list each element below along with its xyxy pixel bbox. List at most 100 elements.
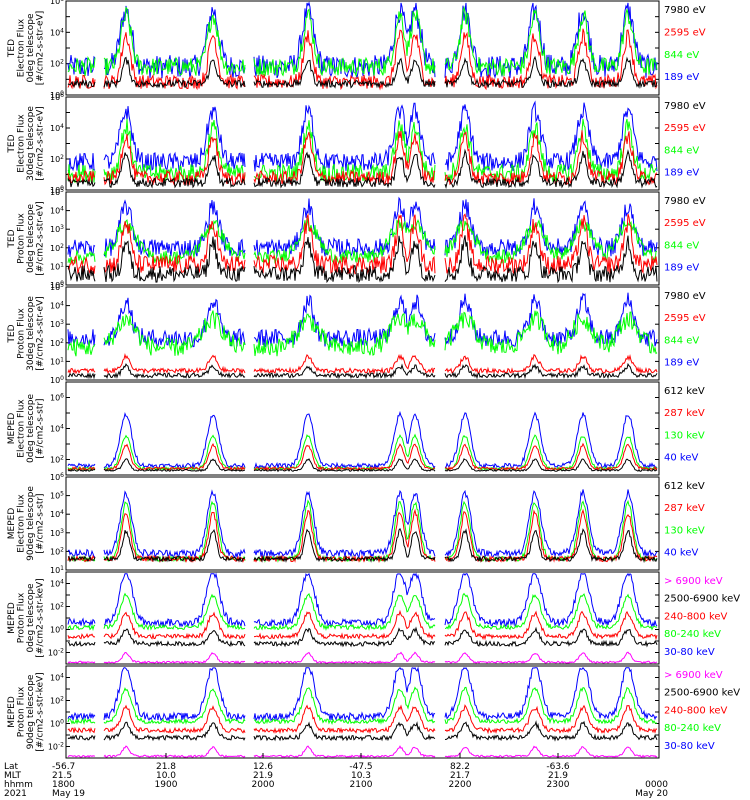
x-row-label: 2021 [4, 789, 27, 799]
x-tick-label: 2300 [547, 780, 570, 790]
series-trace [67, 5, 658, 78]
ytick-label: 100 [50, 90, 64, 100]
x-tick-label: 0000 [645, 780, 668, 790]
ytick-label: 101 [50, 261, 64, 271]
panel-8: 104 102 100 10-2 MEPED Proton Flux 90deg teles… [7, 665, 740, 759]
ytick-label: 102 [50, 338, 64, 348]
series-trace [67, 720, 658, 742]
series-trace [67, 362, 658, 380]
y-axis-label: 0deg telescope [26, 204, 36, 274]
panel-4: 105 104 103 102 101 100 TED Proton Flux 30deg te… [7, 282, 706, 385]
series-trace [67, 745, 658, 758]
ytick-label: 104 [50, 301, 64, 311]
ytick-label: 106 [50, 472, 64, 482]
x-tick-label: 10.0 [156, 771, 176, 781]
ytick-label: 100 [50, 719, 64, 729]
series-trace [67, 442, 658, 472]
ytick-label: 104 [50, 509, 64, 519]
series-trace [67, 592, 658, 632]
legend-entry: 189 eV [664, 262, 699, 273]
series-trace [67, 410, 658, 470]
series-trace [67, 458, 658, 473]
legend-entry: 80-240 keV [664, 723, 721, 734]
ytick-label: 100 [50, 280, 64, 290]
ytick-label: 104 [50, 206, 64, 216]
series-trace [67, 310, 658, 357]
panel-frame [65, 571, 660, 665]
y-axis-label: Electron Flux [17, 494, 27, 553]
ytick-label: 103 [50, 528, 64, 538]
y-axis-label: 0deg telescope [26, 583, 36, 653]
x-tick-label: 1900 [155, 780, 178, 790]
ytick-label: 10-2 [48, 742, 64, 752]
panel-frame [65, 476, 660, 571]
ytick-label: 101 [50, 356, 64, 366]
panel-frame [65, 381, 660, 476]
y-axis-label: [#/cm2-s-str-keV] [36, 578, 46, 657]
series-trace [67, 148, 658, 190]
y-axis-label: TED [7, 324, 17, 343]
series-trace [67, 489, 658, 559]
legend-entry: > 6900 keV [664, 670, 723, 681]
x-tick-label: May 20 [635, 789, 668, 799]
y-axis-label: 90deg telescope [26, 674, 36, 749]
ytick-label: 102 [50, 59, 64, 69]
legend-entry: 287 keV [664, 503, 705, 514]
legend-entry: 2595 eV [664, 313, 706, 324]
y-axis-label: 0deg telescope [26, 394, 36, 464]
series-trace [67, 217, 658, 266]
legend-entry: 130 keV [664, 525, 705, 536]
x-tick-label: 82.2 [450, 762, 470, 772]
ytick-label: 106 [50, 92, 64, 102]
ytick-label: 104 [50, 424, 64, 434]
series-trace [67, 609, 658, 641]
series-trace [67, 353, 658, 375]
legend-entry: 2595 eV [664, 123, 706, 134]
ytick-label: 102 [50, 602, 64, 612]
ytick-label: 105 [50, 491, 64, 501]
ytick-label: 105 [50, 187, 64, 197]
x-tick-label: 21.5 [52, 771, 72, 781]
y-axis-label: [#/cm2-s-str-eV] [36, 201, 46, 276]
legend-entry: 189 eV [664, 167, 699, 178]
legend-entry: 844 eV [664, 50, 699, 61]
legend-entry: 844 eV [664, 145, 699, 156]
ytick-label: 103 [50, 319, 64, 329]
legend-entry: 844 eV [664, 335, 699, 346]
x-tick-label: 10.3 [351, 771, 371, 781]
panel-2: 106 104 102 100 TED Electron Flux 30deg telesc… [7, 92, 706, 195]
ytick-label: 106 [50, 393, 64, 403]
y-axis-label: TED [7, 134, 17, 153]
series-trace [67, 666, 658, 723]
panel-7: 104 102 100 10-2 MEPED Proton Flux 0deg telesc… [7, 571, 740, 665]
ytick-label: 102 [50, 154, 64, 164]
legend-entry: > 6900 keV [664, 576, 723, 587]
legend-entry: 240-800 keV [664, 611, 728, 622]
x-tick-label: 21.9 [253, 771, 273, 781]
y-axis-label: Proton Flux [17, 308, 27, 359]
y-axis-label: Electron Flux [17, 18, 27, 77]
y-axis-label: [#/cm2-s-str-keV] [36, 672, 46, 751]
legend-entry: 7980 eV [664, 291, 706, 302]
series-trace [67, 651, 658, 664]
ytick-label: 100 [50, 185, 64, 195]
ytick-label: 102 [50, 455, 64, 465]
legend-entry: 2500-6900 keV [664, 688, 740, 699]
y-axis-label: [#/cm2-s-str] [36, 493, 46, 553]
x-tick-label: 12.6 [253, 762, 273, 772]
legend-entry: 7980 eV [664, 5, 706, 16]
y-axis-label: 30deg telescope [26, 106, 36, 181]
legend-entry: 2595 eV [664, 27, 706, 38]
ytick-label: 103 [50, 224, 64, 234]
panel-5: 106 104 102 MEPED Electron Flux 0deg telescop… [7, 381, 705, 476]
legend-entry: 80-240 keV [664, 629, 721, 640]
legend-entry: 612 keV [664, 386, 705, 397]
series-trace [67, 100, 658, 173]
y-axis-label: TED [7, 39, 17, 58]
ytick-label: 104 [50, 673, 64, 683]
y-axis-label: Electron Flux [17, 399, 27, 458]
legend-entry: 130 keV [664, 430, 705, 441]
x-tick-label: -63.6 [546, 762, 570, 772]
ytick-label: 102 [50, 546, 64, 556]
